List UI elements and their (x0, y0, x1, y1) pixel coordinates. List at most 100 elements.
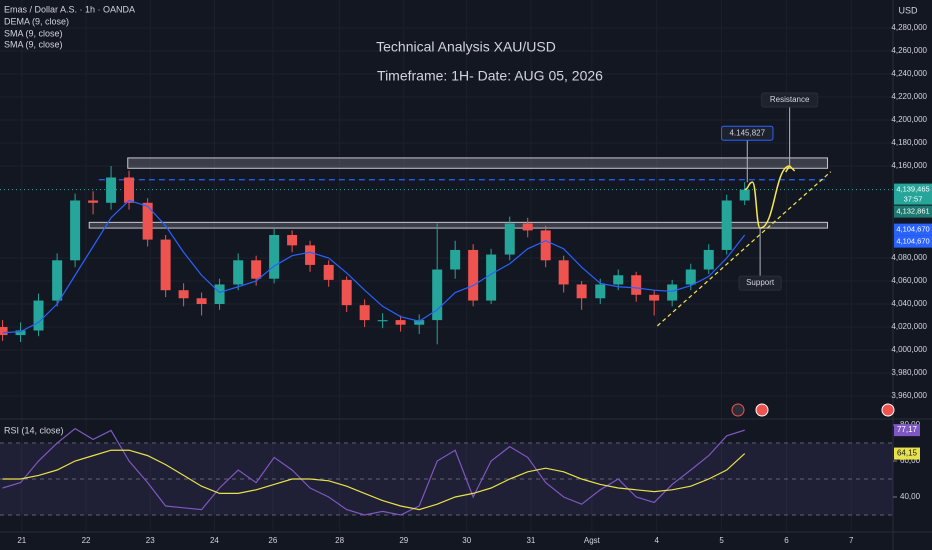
candle-body (468, 249, 479, 301)
candle-body (540, 230, 551, 261)
y-tick-label: 4,080,000 (891, 253, 927, 262)
y-tick-label: 4,020,000 (891, 322, 927, 331)
candle-body (160, 239, 171, 291)
y-tick-label: 4,280,000 (891, 23, 927, 32)
zone (127, 157, 829, 169)
x-tick-label: 22 (82, 536, 91, 545)
rsi-ma-line (2, 449, 746, 511)
price-tag-label: 4,139,465 (896, 185, 929, 194)
candle-body (70, 200, 81, 261)
x-tick-label: 21 (17, 536, 26, 545)
x-tick-label: 5 (719, 536, 724, 545)
chart-title: Technical Analysis XAU/USD (376, 39, 556, 55)
candle-body (124, 177, 135, 203)
candle-body (88, 200, 99, 203)
x-tick-label: 30 (462, 536, 471, 545)
moving-average (2, 199, 746, 334)
candle-body (196, 298, 207, 305)
candle-body (341, 279, 352, 306)
rsi-last-tag (894, 447, 920, 460)
candle-body (251, 260, 262, 279)
candle-body (613, 275, 624, 285)
countdown: 37:57 (904, 195, 923, 204)
candle-body (576, 284, 587, 299)
x-tick-label: 4 (655, 536, 660, 545)
zone (88, 221, 829, 229)
candle-body (178, 290, 189, 299)
candle-body (52, 260, 63, 301)
chart-subtitle: Timeframe: 1H- Date: AUG 05, 2026 (377, 68, 603, 84)
x-tick-label: 28 (335, 536, 344, 545)
arrow-head (785, 164, 796, 173)
projection (744, 165, 790, 229)
candle-body (233, 260, 244, 285)
y-tick-label: 4,060,000 (891, 276, 927, 285)
x-tick-label: 24 (210, 536, 219, 545)
candle-body (522, 223, 533, 231)
indicator: SMA (9, close) (4, 28, 63, 38)
annotation-label: 4.145,827 (729, 128, 765, 137)
candle-body (685, 269, 696, 285)
y-tick-label: 3,980,000 (891, 368, 927, 377)
y-tick-label: 4,220,000 (891, 92, 927, 101)
x-tick-label: 26 (268, 536, 277, 545)
candle-body (432, 269, 443, 321)
candle-body (649, 294, 660, 301)
y-tick-label: 4,260,000 (891, 46, 927, 55)
candle-body (486, 254, 497, 301)
candle-body (703, 249, 714, 270)
y-tick-label: 4,240,000 (891, 69, 927, 78)
candle-body (214, 284, 225, 305)
rsi-line (2, 427, 745, 516)
event-icon[interactable] (731, 403, 745, 417)
annotation-box (761, 92, 819, 108)
rsi-tick-label: 60,00 (900, 456, 921, 465)
candle-body (377, 320, 388, 322)
event-icon[interactable] (881, 403, 895, 417)
header: Emas / Dollar A.S. · 1h · OANDA (4, 4, 135, 14)
candle-body (0, 327, 8, 336)
trendline (656, 171, 832, 327)
y-tick-label: 4,180,000 (891, 138, 927, 147)
candle-body (323, 264, 334, 280)
y-tick-label: 3,960,000 (891, 391, 927, 400)
annotation-label: Support (746, 278, 775, 287)
x-tick-label: Agst (584, 536, 601, 545)
price-tag-label: 4,132,861 (896, 207, 929, 216)
price-tag-label: 4,104,670 (896, 225, 929, 234)
candle-body (595, 284, 606, 299)
candle-body (667, 284, 678, 301)
candle-body (269, 234, 280, 279)
rsi-last-label: 77,17 (897, 425, 918, 434)
y-tick-label: 4,000,000 (891, 345, 927, 354)
y-tick-label: 4,200,000 (891, 115, 927, 124)
candle-body (414, 320, 425, 325)
annotation-label: Resistance (770, 95, 810, 104)
countdown-box (894, 194, 932, 205)
candle-body (33, 300, 44, 331)
candle-body (504, 223, 515, 255)
candle-body (739, 189, 750, 201)
candle-body (721, 200, 732, 250)
rsi-last-tag (894, 424, 920, 437)
indicator: SMA (9, close) (4, 39, 63, 49)
x-tick-label: 6 (784, 536, 789, 545)
annotation-box (721, 125, 774, 141)
rsi-last-label: 64,15 (897, 449, 918, 458)
candle-body (359, 305, 370, 321)
rsi-tick-label: 40,00 (900, 492, 921, 501)
price-tag-label: 4,104,670 (896, 237, 929, 246)
x-tick-label: 23 (146, 536, 155, 545)
candle-body (395, 320, 406, 325)
x-tick-label: 7 (849, 536, 854, 545)
indicator: DEMA (9, close) (4, 16, 69, 26)
rsi-title: RSI (14, close) (4, 425, 64, 435)
x-tick-label: 29 (399, 536, 408, 545)
price-tag (894, 205, 932, 218)
candle-body (305, 245, 316, 265)
candle-body (142, 202, 153, 240)
x-tick-label: 31 (526, 536, 535, 545)
rsi-band (0, 443, 893, 515)
event-icon[interactable] (755, 403, 769, 417)
